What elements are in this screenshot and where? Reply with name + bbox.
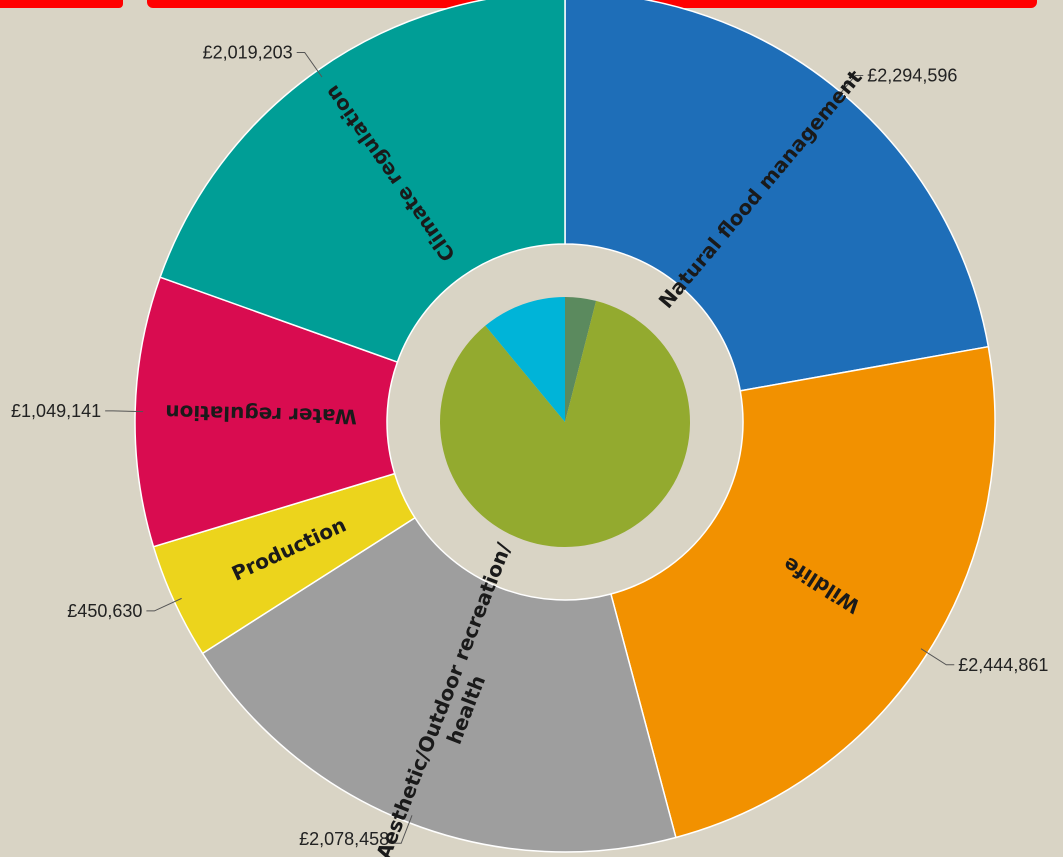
segment-wildlife — [609, 345, 996, 839]
inner-slice-1 — [565, 297, 597, 422]
inner-slice-2 — [440, 300, 691, 547]
leader-water-regulation — [105, 410, 144, 413]
segment-label-water-regulation: Water regulation — [165, 400, 357, 429]
value-label-production: £450,630 — [67, 601, 142, 621]
segment-climate-regulation — [159, 0, 566, 364]
segment-water-regulation — [134, 276, 399, 548]
leader-wildlife — [920, 648, 955, 666]
value-label-wildlife: £2,444,861 — [958, 655, 1048, 675]
inner-slice-3 — [485, 297, 565, 422]
leader-lines — [105, 51, 955, 844]
leader-aesthetic-outdoor-recreation-health — [393, 815, 413, 844]
value-label-water-regulation: £1,049,141 — [11, 401, 101, 421]
leader-natural-flood-management — [835, 75, 864, 99]
leader-production — [146, 597, 182, 612]
top-bar-left — [0, 0, 123, 8]
leader-climate-regulation — [296, 51, 323, 78]
outer-ring — [134, 0, 996, 853]
inner-pie — [440, 297, 691, 547]
value-label-natural-flood-management: £2,294,596 — [867, 66, 957, 86]
segment-aesthetic-outdoor-recreation-health — [201, 516, 677, 853]
segment-natural-flood-management — [564, 0, 990, 392]
value-labels: £2,294,596 £2,444,861 £2,078,458 £450,630 £1… — [11, 42, 1048, 849]
value-label-climate-regulation: £2,019,203 — [203, 42, 293, 62]
value-label-aesthetic-outdoor-recreation-health: £2,078,458 — [299, 829, 389, 849]
